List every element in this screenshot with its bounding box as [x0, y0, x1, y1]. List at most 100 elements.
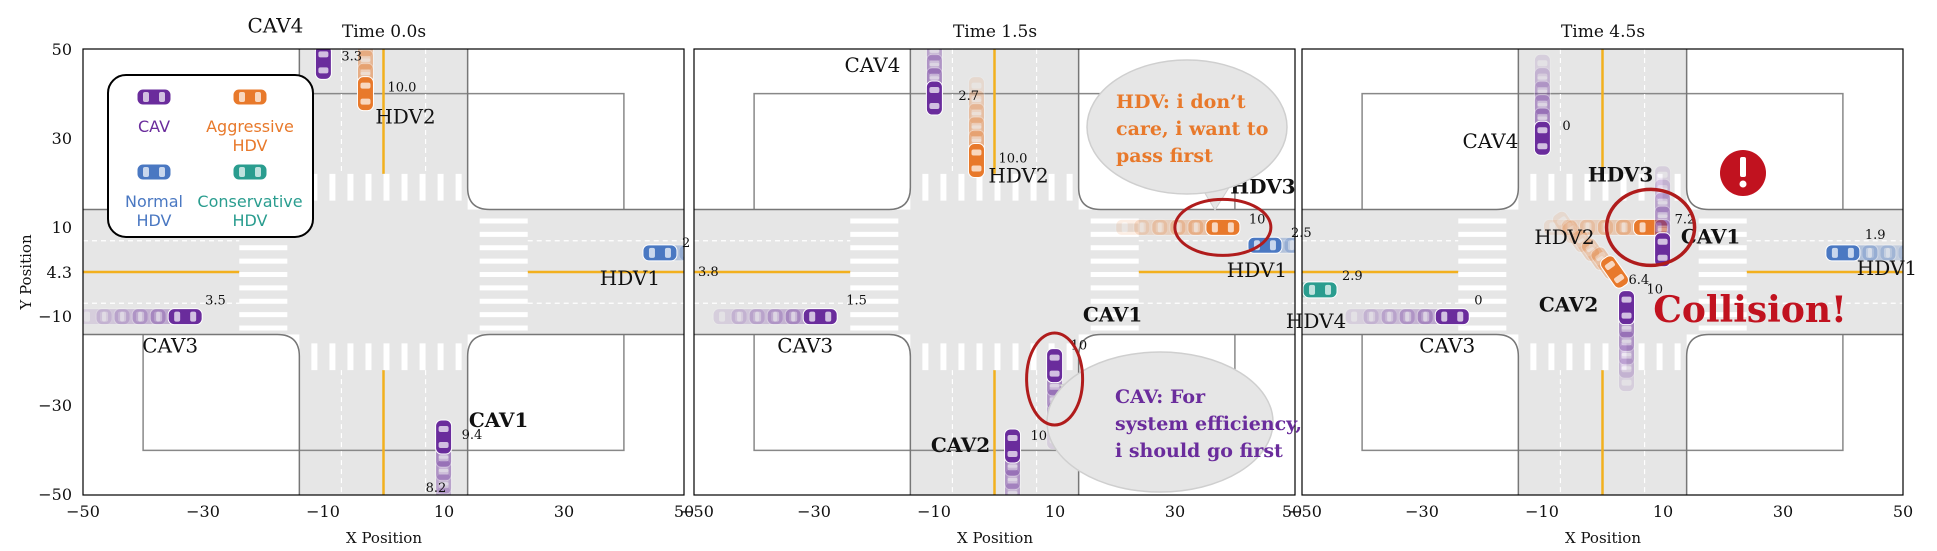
crosswalk-stripe: [479, 312, 528, 318]
vehicle-label: HDV2: [1534, 225, 1594, 249]
vehicle-label: CAV2: [1539, 293, 1598, 317]
crosswalk-stripe: [1090, 231, 1139, 237]
x-tick-label: −50: [66, 502, 100, 521]
crosswalk-stripe: [1602, 173, 1609, 201]
crosswalk-stripe: [1698, 298, 1747, 304]
crosswalk-stripe: [850, 285, 899, 291]
crosswalk-stripe: [1548, 173, 1555, 201]
vehicle-trail: [925, 49, 943, 63]
crosswalk-stripe: [1048, 173, 1055, 201]
crosswalk-stripe: [239, 298, 288, 304]
crosswalk-stripe: [1698, 218, 1747, 224]
crosswalk-stripe: [1458, 312, 1507, 318]
legend-cav-icon: [136, 88, 172, 106]
vehicle-trail: [1362, 308, 1398, 326]
bubble-line: i should go first: [1115, 440, 1283, 462]
vehicle-cav1: [1654, 232, 1672, 268]
crosswalk-stripe: [455, 173, 462, 201]
crosswalk-stripe: [1066, 343, 1073, 371]
speed-label: 1.9: [1865, 228, 1886, 243]
bubble-line: HDV: i don’t: [1116, 91, 1246, 113]
vehicle-hdv2: [356, 76, 374, 112]
x-tick-label: −30: [1405, 502, 1439, 521]
crosswalk-stripe: [1566, 173, 1573, 201]
x-axis-title-1: X Position: [346, 529, 422, 547]
highlight-ring: [1025, 331, 1085, 427]
crosswalk-stripe: [958, 343, 965, 371]
panel-time-1-5: [694, 14, 1295, 530]
crosswalk-stripe: [1620, 173, 1627, 201]
crosswalk-stripe: [1090, 245, 1139, 251]
highlight-ring: [1173, 197, 1273, 257]
vehicle-trail: [925, 53, 943, 89]
crosswalk-stripe: [1584, 173, 1591, 201]
collision-label: Collision!: [1653, 289, 1847, 331]
x-ticks-panel-2: −50 −30 −10 10 30 50: [680, 502, 1302, 521]
y-ticks: 50 30 10 4.3 −10 −30 −50: [38, 40, 72, 504]
vehicle-trail: [926, 14, 942, 48]
x-tick-label: 10: [1045, 502, 1065, 521]
vehicle-trail: [967, 89, 985, 125]
speed-label: 6.4: [1629, 273, 1650, 288]
speed-label: 10.0: [387, 81, 416, 96]
crosswalk-stripe: [1638, 173, 1645, 201]
crosswalk-stripe: [1638, 343, 1645, 371]
vehicle-trail: [1551, 210, 1581, 245]
crosswalk-stripe: [922, 173, 929, 201]
crosswalk-stripe: [239, 272, 288, 277]
vehicle-trail: [315, 5, 331, 39]
crosswalk-stripe: [347, 173, 354, 201]
crosswalk-stripe: [1698, 245, 1747, 251]
crosswalk-stripe: [1066, 173, 1073, 201]
crosswalk-stripe: [1584, 343, 1591, 371]
vehicle-hdv1: [1825, 244, 1861, 262]
vehicle-label: HDV1: [1227, 258, 1287, 282]
x-tick-label: 10: [434, 502, 454, 521]
panel-frame-3: [1301, 48, 1904, 496]
crosswalk-stripe: [1530, 173, 1537, 201]
vehicle-hdv3: [1205, 218, 1241, 236]
vehicle-trail: [1533, 80, 1551, 116]
crosswalk-stripe: [1458, 231, 1507, 237]
crosswalk-stripe: [1090, 258, 1139, 264]
crosswalk-stripe: [1698, 231, 1747, 237]
vehicle-trail: [1861, 244, 1897, 262]
vehicle-cav4: [925, 80, 943, 116]
vehicle-hdv3: [1633, 218, 1669, 236]
vehicle-trail: [435, 473, 453, 495]
crosswalk-stripe: [419, 173, 426, 201]
legend-box: [107, 74, 314, 238]
crosswalk-stripe: [976, 173, 983, 201]
y-tick-label: −30: [38, 396, 72, 415]
crosswalk-stripe: [1458, 245, 1507, 251]
vehicle-cav1: [1046, 348, 1064, 384]
crosswalk-stripe: [479, 285, 528, 291]
vehicle-label: CAV4: [1462, 129, 1518, 153]
crosswalk-stripe: [383, 173, 390, 201]
vehicle-label: CAV3: [142, 334, 198, 358]
crosswalk-stripe: [850, 298, 899, 304]
vehicle-trail: [315, 0, 331, 12]
x-tick-label: 50: [1282, 502, 1302, 521]
vehicle-trail: [1005, 496, 1021, 530]
vehicle-trail: [1916, 245, 1937, 261]
vehicle-trail: [1618, 343, 1636, 379]
x-tick-label: −10: [1525, 502, 1559, 521]
crosswalk-stripe: [850, 325, 899, 331]
y-tick-label: 10: [52, 218, 72, 237]
cav-speech-bubble: CAV: For system efficiency, i should go fi…: [1046, 351, 1302, 493]
speed-label: 10.0: [998, 152, 1027, 167]
speed-label: 7.2: [1675, 212, 1696, 227]
x-tick-label: −50: [1288, 502, 1322, 521]
legend-cav-label: CAV: [138, 117, 170, 136]
vehicle-trail: [1169, 218, 1205, 236]
legend-normal-label: Normal: [125, 192, 183, 211]
legend: CAV Aggressive HDV Normal HDV Conservati…: [107, 74, 314, 238]
crosswalk-stripe: [1458, 258, 1507, 264]
crosswalk-stripe: [1090, 218, 1139, 224]
y-tick-label: 50: [52, 40, 72, 59]
crosswalk-stripe: [940, 343, 947, 371]
crosswalk-stripe: [1674, 343, 1681, 371]
crosswalk-stripe: [365, 173, 372, 201]
